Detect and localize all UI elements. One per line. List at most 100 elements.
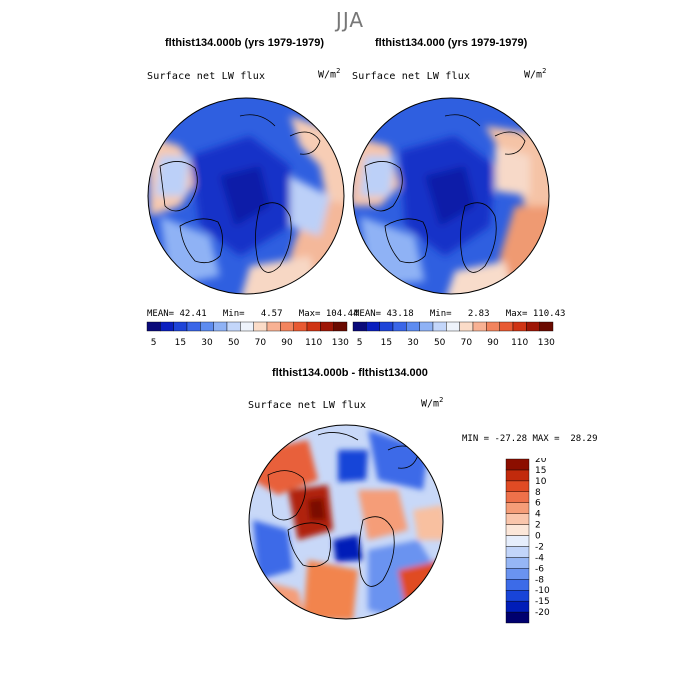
left-coastline-e [239, 114, 276, 127]
colorbar-swatch [505, 491, 530, 503]
colorbar-tick-label: 0 [535, 532, 541, 542]
colorbar-swatch [240, 321, 254, 332]
colorbar-tick-label: 90 [487, 338, 499, 348]
left-coastline-a [159, 161, 198, 212]
right-polar-map [352, 97, 550, 295]
colorbar-tick-label: 20 [535, 458, 547, 465]
right-colorbar: 5 15 30 50 70 90 110 130 [352, 321, 555, 348]
diff-map-boundary [248, 424, 444, 620]
left-map-boundary [147, 97, 345, 295]
left-panel-title: flthist134.000b (yrs 1979-1979) [165, 37, 324, 49]
right-coastline-b [384, 218, 428, 264]
colorbar-swatch [505, 546, 530, 558]
diff-coastline-e [317, 432, 359, 441]
diff-coastline-b [287, 522, 331, 568]
diff-variable-label: Surface net LW flux [248, 400, 367, 411]
colorbar-tick-label: 15 [175, 338, 186, 348]
colorbar-tick-label: 70 [255, 338, 267, 348]
right-map-boundary [352, 97, 550, 295]
colorbar-tick-label: 4 [535, 510, 541, 520]
colorbar-swatch [472, 321, 487, 332]
colorbar-tick-label: 15 [381, 338, 392, 348]
colorbar-tick-label: 130 [332, 338, 349, 348]
colorbar-swatch [505, 480, 530, 493]
colorbar-swatch [539, 321, 554, 332]
colorbar-swatch [293, 321, 308, 332]
colorbar-swatch [333, 321, 348, 332]
right-coastline-c [460, 202, 497, 273]
colorbar-tick-label: 70 [461, 338, 473, 348]
right-variable-label: Surface net LW flux [352, 71, 471, 82]
colorbar-tick-label: -2 [535, 542, 544, 552]
colorbar-swatch [186, 321, 201, 332]
colorbar-swatch [505, 469, 530, 482]
right-panel-title: flthist134.000 (yrs 1979-1979) [375, 37, 528, 49]
right-units-label: W/m2 [524, 67, 547, 81]
left-units-label: W/m2 [318, 67, 341, 81]
colorbar-swatch [526, 321, 540, 332]
diff-stats: MIN = -27.28 MAX = 28.29 [462, 434, 598, 444]
colorbar-swatch [512, 321, 527, 332]
colorbar-swatch [419, 321, 434, 332]
right-coastline-e [444, 114, 481, 127]
colorbar-swatch [320, 321, 334, 332]
colorbar-swatch [432, 321, 447, 332]
colorbar-swatch [160, 321, 174, 332]
colorbar-tick-label: 10 [535, 477, 547, 487]
figure-title: JJA [335, 8, 365, 32]
colorbar-tick-label: 90 [281, 338, 293, 348]
colorbar-swatch [266, 321, 281, 332]
diff-coastline-a [267, 470, 306, 521]
colorbar-tick-label: 50 [434, 338, 446, 348]
colorbar-swatch [392, 321, 407, 332]
colorbar-swatch [226, 321, 241, 332]
colorbar-swatch [146, 321, 161, 332]
colorbar-tick-label: 110 [511, 338, 528, 348]
colorbar-swatch [379, 321, 394, 332]
colorbar-swatch [200, 321, 214, 332]
colorbar-swatch [505, 557, 530, 569]
colorbar-tick-label: 30 [201, 338, 213, 348]
colorbar-swatch [459, 321, 474, 332]
colorbar-swatch [505, 579, 530, 591]
colorbar-swatch [505, 524, 530, 536]
colorbar-tick-label: -4 [535, 553, 544, 563]
colorbar-swatch [306, 321, 321, 332]
colorbar-swatch [486, 321, 500, 332]
colorbar-swatch [352, 321, 367, 332]
diff-polar-map [248, 424, 444, 620]
colorbar-swatch [505, 513, 530, 525]
colorbar-swatch [505, 458, 530, 471]
colorbar-tick-label: 30 [407, 338, 419, 348]
colorbar-swatch [253, 321, 268, 332]
colorbar-swatch [505, 589, 530, 602]
colorbar-swatch [505, 600, 530, 613]
diff-units-label: W/m2 [421, 396, 444, 410]
left-coastline-b [179, 218, 223, 264]
right-coastline-d [494, 131, 526, 155]
colorbar-swatch [213, 321, 228, 332]
colorbar-swatch [505, 568, 530, 580]
colorbar-tick-label: 8 [535, 488, 541, 498]
colorbar-tick-label: 130 [538, 338, 555, 348]
left-coastline-d [289, 131, 321, 155]
colorbar-swatch [173, 321, 188, 332]
colorbar-swatch [406, 321, 420, 332]
colorbar-swatch [505, 535, 530, 547]
left-stats: MEAN= 42.41 Min= 4.57 Max= 104.44 [147, 309, 359, 319]
colorbar-tick-label: -15 [535, 597, 550, 607]
colorbar-swatch [499, 321, 514, 332]
left-polar-map [147, 97, 345, 295]
colorbar-swatch [505, 502, 530, 514]
right-stats: MEAN= 43.18 Min= 2.83 Max= 110.43 [354, 309, 566, 319]
left-coastline-c [255, 202, 292, 273]
colorbar-tick-label: 5 [357, 338, 363, 348]
colorbar-swatch [446, 321, 460, 332]
colorbar-swatch [366, 321, 380, 332]
left-colorbar: 5 15 30 50 70 90 110 130 [146, 321, 349, 348]
colorbar-tick-label: 6 [535, 499, 541, 509]
colorbar-tick-label: -8 [535, 575, 544, 585]
left-variable-label: Surface net LW flux [147, 71, 266, 82]
colorbar-tick-label: 50 [228, 338, 240, 348]
